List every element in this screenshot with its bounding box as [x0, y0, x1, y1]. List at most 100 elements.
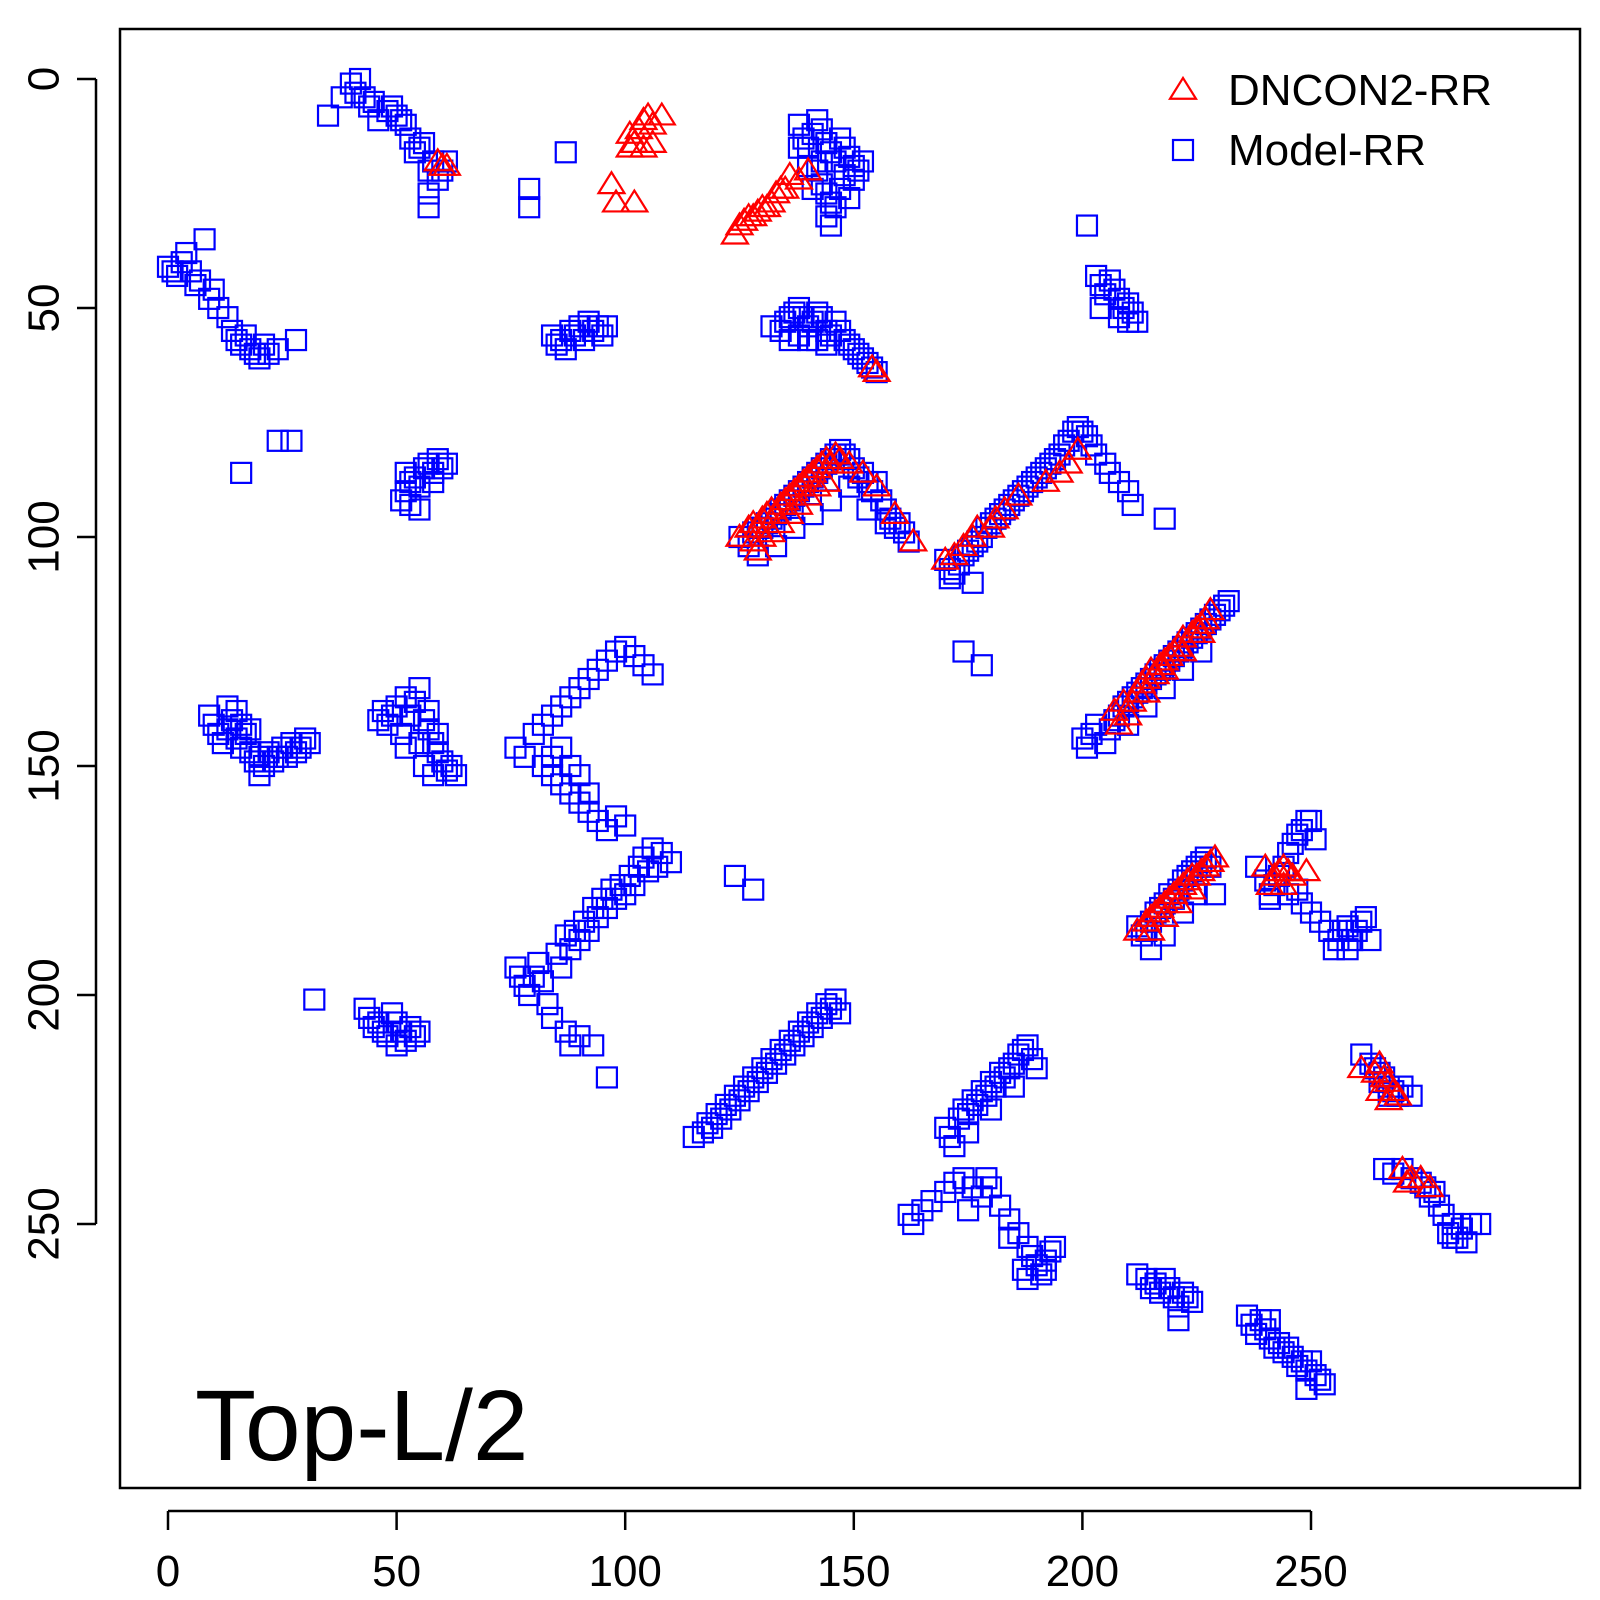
dncon2-rr-point [1268, 852, 1299, 877]
dncon2-rr-point [989, 495, 1020, 520]
model-rr-point [394, 113, 417, 136]
model-rr-point [838, 475, 861, 498]
x-axis: 0 50 100 150 200 250 [156, 1509, 1348, 1596]
model-rr-point [1203, 883, 1227, 906]
y-tick-label: 150 [20, 729, 69, 802]
series-dncon2-rr [422, 101, 1445, 1198]
model-rr-point [838, 186, 861, 210]
model-rr-point [810, 150, 833, 173]
dncon2-rr-point [774, 481, 805, 506]
dncon2-rr-point [1291, 857, 1322, 882]
dncon2-rr-point [1131, 678, 1162, 703]
model-rr-point [1217, 590, 1240, 613]
model-rr-point [1121, 493, 1144, 517]
model-rr-point [956, 1199, 980, 1222]
model-rr-point [230, 461, 253, 484]
dncon2-rr-point [774, 499, 805, 524]
dncon2-rr-point [1268, 870, 1299, 895]
model-rr-point [614, 814, 637, 837]
dncon2-rr-point [802, 472, 833, 497]
model-rr-point [1441, 1226, 1464, 1249]
model-rr-point [1400, 1084, 1423, 1107]
dncon2-rr-point [1195, 596, 1226, 621]
dncon2-rr-point [783, 472, 814, 497]
model-rr-point [961, 571, 984, 594]
model-rr-point [783, 516, 806, 539]
x-tick-label: 200 [1046, 1547, 1119, 1596]
dncon2-rr-point [898, 527, 929, 552]
model-rr-point [998, 1226, 1021, 1249]
dncon2-rr-point [834, 449, 865, 474]
points-layer [156, 67, 1492, 1400]
legend: DNCON2-RR Model-RR [1168, 66, 1492, 175]
dncon2-rr-point [628, 133, 659, 158]
model-rr-point [1359, 928, 1382, 952]
model-rr-point [902, 1212, 925, 1236]
model-rr-point [422, 470, 445, 494]
legend-label: DNCON2-RR [1228, 66, 1492, 115]
model-rr-point [659, 851, 683, 874]
model-rr-point [385, 1034, 408, 1057]
model-rr-point [435, 452, 458, 475]
dncon2-rr-point [729, 206, 760, 231]
dncon2-rr-point [1149, 902, 1180, 928]
dncon2-rr-point [930, 545, 961, 570]
model-rr-point [796, 154, 820, 178]
model-rr-point [294, 727, 317, 750]
model-rr-point [1002, 1075, 1025, 1098]
y-axis: 0 50 100 150 200 250 [20, 67, 98, 1261]
dncon2-rr-point [431, 151, 462, 176]
model-rr-point [577, 782, 600, 805]
legend-label: Model-RR [1228, 126, 1426, 175]
dncon2-rr-point [1181, 614, 1212, 639]
model-rr-point [280, 429, 303, 452]
model-rr-point [408, 136, 431, 159]
dncon2-rr-point [783, 490, 814, 515]
model-rr-point [623, 873, 646, 897]
model-rr-point [595, 315, 619, 338]
dncon2-rr-point [820, 440, 851, 465]
model-rr-point [1089, 296, 1112, 320]
model-rr-point [952, 640, 975, 663]
dncon2-rr-point [948, 531, 979, 557]
x-tick-label: 250 [1274, 1547, 1347, 1596]
model-rr-point [1030, 1263, 1053, 1286]
dncon2-rr-point [765, 509, 796, 534]
model-rr-point [1258, 887, 1281, 910]
model-rr-point [1455, 1231, 1478, 1254]
model-rr-point [1322, 938, 1345, 961]
model-rr-point [1025, 1057, 1048, 1080]
model-rr-point [540, 1006, 564, 1030]
model-rr-point [531, 970, 555, 993]
model-rr-point [897, 530, 920, 553]
model-rr-point [408, 498, 431, 521]
dncon2-rr-point [601, 188, 632, 213]
model-rr-point [316, 104, 340, 127]
y-tick-label: 250 [20, 1187, 69, 1260]
model-rr-point [1304, 828, 1327, 851]
model-rr-point [298, 731, 321, 755]
dncon2-rr-point [975, 513, 1006, 538]
model-rr-point [856, 498, 879, 521]
model-rr-point [582, 1034, 605, 1057]
dncon2-rr-point [756, 518, 787, 543]
dncon2-rr-point [1405, 1164, 1436, 1189]
model-rr-point [1153, 507, 1176, 530]
model-rr-point [417, 182, 440, 205]
model-rr-point [554, 141, 577, 164]
dncon2-rr-point [751, 193, 782, 218]
dncon2-rr-point [637, 128, 668, 153]
dncon2-rr-point [1135, 916, 1166, 941]
model-rr-point [527, 951, 550, 975]
model-rr-point [175, 241, 198, 265]
dncon2-rr-point [1003, 481, 1034, 506]
model-rr-point [742, 878, 765, 901]
legend-triangle-icon [1168, 75, 1198, 100]
model-rr-point [851, 150, 875, 173]
model-rr-point [444, 764, 468, 787]
model-rr-point [979, 1098, 1003, 1121]
x-tick-label: 100 [588, 1547, 661, 1596]
legend-square-icon [1171, 138, 1195, 162]
model-rr-point [1181, 1290, 1204, 1313]
dncon2-rr-point [742, 197, 773, 222]
